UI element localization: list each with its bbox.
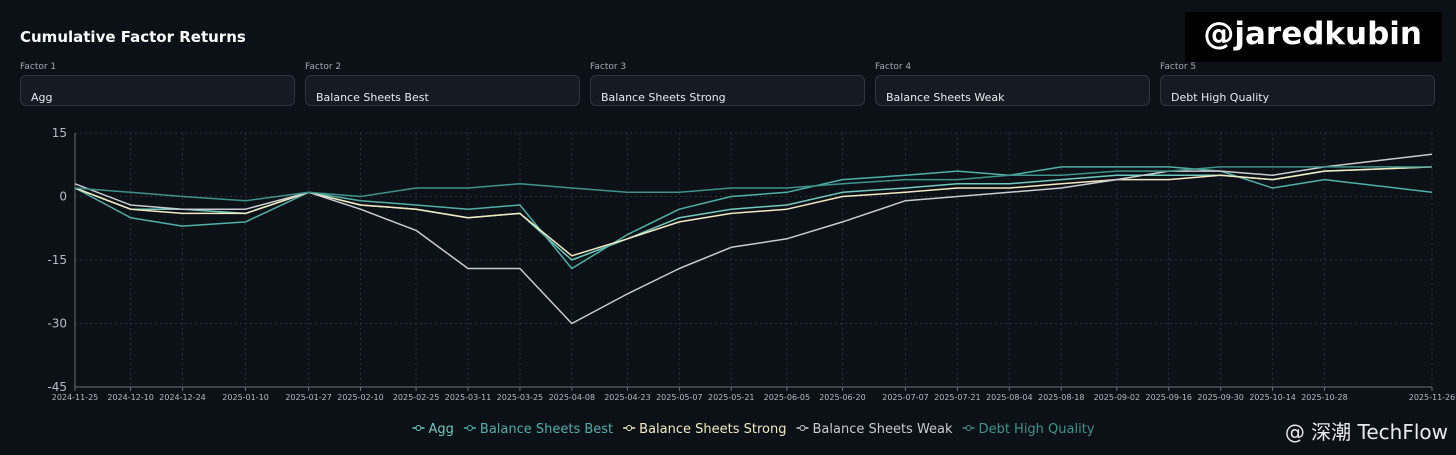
factor-select[interactable]: Balance Sheets Strong (590, 75, 865, 106)
legend-item: Debt High Quality (962, 422, 1095, 437)
factor-label: Factor 3 (590, 62, 627, 72)
x-tick-label: 2025-06-20 (819, 393, 866, 402)
factor-value: Balance Sheets Best (316, 91, 429, 104)
legend-marker (965, 425, 972, 431)
x-tick-label: 2025-02-25 (393, 393, 440, 402)
series-line (74, 166, 1433, 261)
factor-label: Factor 1 (20, 62, 57, 72)
x-tick-label: 2025-08-18 (1038, 393, 1085, 402)
series-line (74, 166, 1433, 270)
legend-marker (415, 425, 422, 431)
legend-marker (466, 425, 473, 431)
factor-select[interactable]: Debt High Quality (1160, 75, 1435, 106)
x-tick-label: 2025-06-05 (764, 393, 811, 402)
x-tick-label: 2025-10-14 (1249, 393, 1296, 402)
y-tick-label: -30 (47, 317, 67, 331)
y-tick-label: 0 (59, 190, 67, 204)
legend-label: Balance Sheets Strong (639, 422, 786, 437)
x-tick-label: 2025-04-08 (549, 393, 596, 402)
x-tick-label: 2025-07-21 (934, 393, 981, 402)
factor-value: Balance Sheets Strong (601, 91, 726, 104)
factor-label: Factor 2 (305, 62, 342, 72)
legend-item: Agg (412, 422, 454, 437)
y-tick-label: -45 (47, 380, 67, 394)
x-tick-label: 2025-09-02 (1094, 393, 1141, 402)
legend: Agg Balance Sheets Best Balance Sheets Str… (412, 422, 1095, 437)
x-tick-label: 2025-01-27 (285, 393, 332, 402)
x-tick-label: 2025-03-25 (497, 393, 544, 402)
x-tick-label: 2025-02-10 (337, 393, 384, 402)
x-tick-label: 2025-04-23 (604, 393, 651, 402)
x-tick-label: 2025-07-07 (882, 393, 929, 402)
factor-select[interactable]: Balance Sheets Best (305, 75, 580, 106)
factor-value: Agg (31, 91, 53, 104)
x-tick-label: 2024-11-25 (52, 393, 99, 402)
watermark-source: @ 深潮 TechFlow (1284, 420, 1448, 444)
x-tick-label: 2025-09-16 (1146, 393, 1193, 402)
x-tick-label: 2024-12-24 (159, 393, 206, 402)
legend-item: Balance Sheets Strong (623, 422, 786, 437)
y-tick-label: 15 (52, 126, 67, 140)
watermark-handle: @jaredkubin (1185, 12, 1442, 62)
series-line (74, 153, 1433, 325)
series-line (74, 166, 1432, 202)
factor-select[interactable]: Agg (20, 75, 295, 106)
x-tick-label: 2025-05-07 (656, 393, 703, 402)
x-tick-label: 2025-09-30 (1197, 393, 1244, 402)
x-tick-label: 2025-10-28 (1301, 393, 1348, 402)
factor-select[interactable]: Balance Sheets Weak (875, 75, 1150, 106)
factor-value: Debt High Quality (1171, 91, 1270, 104)
x-tick-label: 2025-11-26 (1409, 393, 1456, 402)
series-line (74, 166, 1433, 257)
legend-marker (626, 425, 633, 431)
x-tick-label: 2025-01-10 (222, 393, 269, 402)
x-tick-label: 2025-03-11 (445, 393, 492, 402)
legend-label: Agg (428, 422, 453, 437)
panel-title: Cumulative Factor Returns (20, 28, 246, 46)
factor-label: Factor 4 (875, 62, 912, 72)
legend-label: Balance Sheets Weak (812, 422, 953, 437)
legend-label: Debt High Quality (979, 422, 1095, 437)
factor-value: Balance Sheets Weak (886, 91, 1005, 104)
legend-label: Balance Sheets Best (480, 422, 613, 437)
legend-marker (799, 425, 806, 431)
y-tick-label: -15 (47, 253, 67, 267)
legend-item: Balance Sheets Weak (796, 422, 953, 437)
x-tick-label: 2025-08-04 (986, 393, 1033, 402)
legend-item: Balance Sheets Best (463, 422, 613, 437)
x-tick-label: 2024-12-10 (107, 393, 154, 402)
x-tick-label: 2025-05-21 (708, 393, 755, 402)
factor-label: Factor 5 (1160, 62, 1197, 72)
